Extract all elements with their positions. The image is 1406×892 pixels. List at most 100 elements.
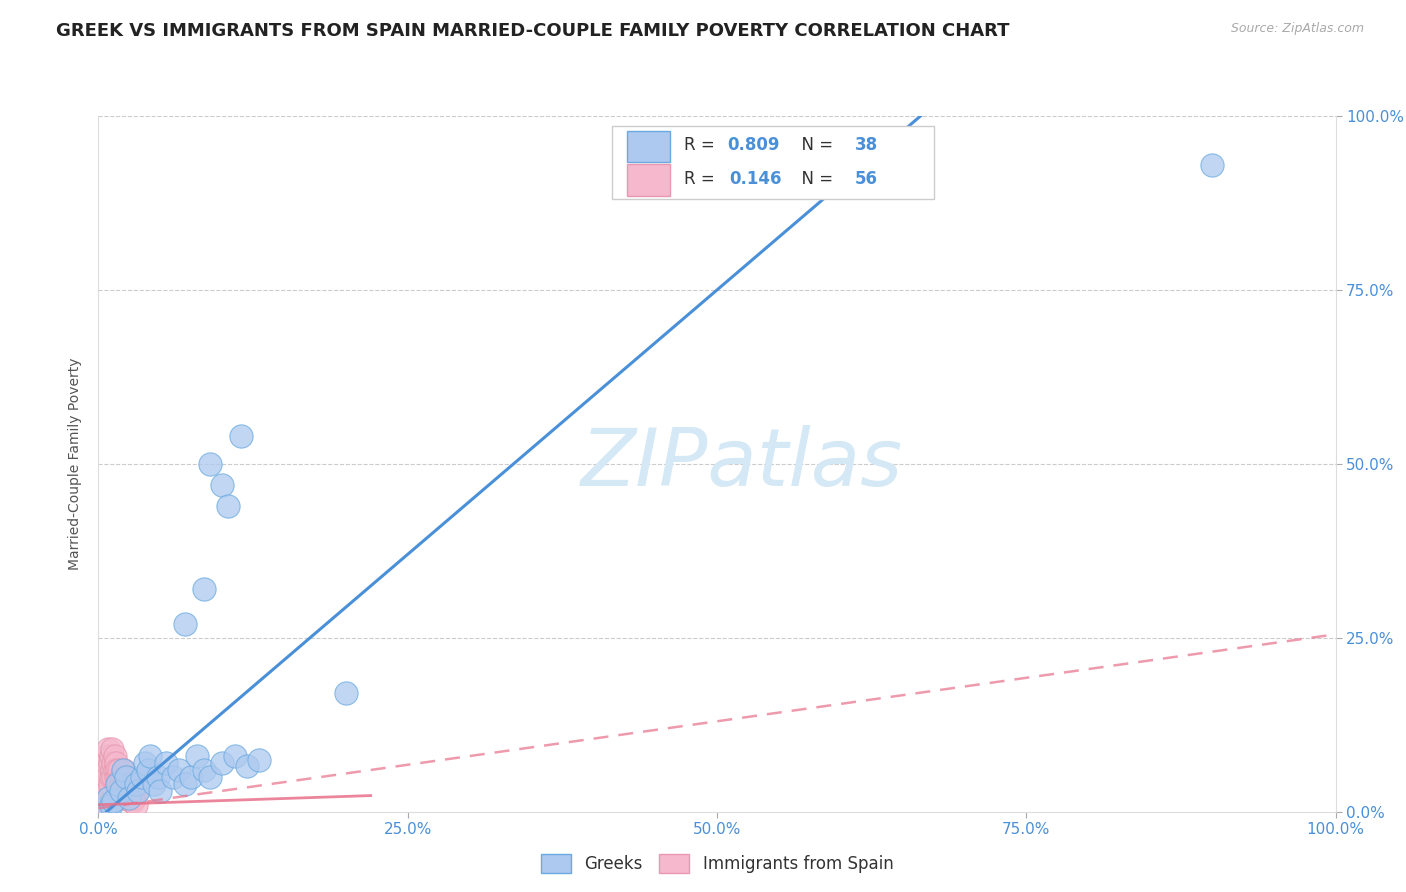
Point: [114, 770, 136, 784]
Point: [117, 770, 139, 784]
Point: [124, 788, 146, 801]
Point: [224, 749, 246, 764]
Text: ZIPatlas: ZIPatlas: [581, 425, 903, 503]
Point: [167, 763, 190, 777]
Point: [107, 770, 129, 784]
Point: [105, 777, 128, 791]
Point: [121, 777, 143, 791]
Point: [100, 749, 122, 764]
Point: [100, 797, 122, 812]
Point: [112, 763, 135, 777]
Point: [118, 777, 141, 791]
Point: [211, 477, 233, 491]
Point: [98, 777, 121, 791]
Point: [111, 777, 134, 791]
Point: [104, 770, 127, 784]
Text: 56: 56: [855, 170, 877, 188]
Point: [217, 499, 239, 513]
Point: [90, 801, 112, 815]
Point: [1201, 158, 1223, 172]
Point: [93, 801, 115, 815]
Point: [112, 777, 135, 791]
Point: [103, 770, 125, 784]
Point: [193, 582, 215, 596]
Point: [149, 784, 172, 798]
Point: [93, 794, 115, 808]
Text: R =: R =: [683, 170, 725, 188]
Point: [103, 756, 125, 770]
Point: [89, 801, 111, 815]
Text: R =: R =: [683, 136, 720, 154]
Point: [97, 784, 120, 798]
Point: [122, 794, 145, 808]
Point: [103, 794, 125, 808]
Point: [96, 756, 118, 770]
Point: [186, 749, 208, 764]
Point: [118, 790, 141, 805]
Point: [110, 784, 132, 798]
Point: [174, 616, 197, 631]
Point: [115, 790, 138, 805]
Point: [98, 756, 121, 770]
Point: [180, 770, 202, 784]
Point: [105, 763, 128, 777]
Point: [103, 763, 125, 777]
Point: [162, 770, 184, 784]
Point: [101, 742, 124, 756]
Point: [134, 756, 156, 770]
Point: [94, 763, 117, 777]
Text: Source: ZipAtlas.com: Source: ZipAtlas.com: [1230, 22, 1364, 36]
Text: 0.146: 0.146: [730, 170, 782, 188]
Point: [236, 759, 259, 773]
Point: [124, 780, 146, 795]
Point: [335, 686, 357, 700]
Point: [136, 763, 159, 777]
Text: 38: 38: [855, 136, 877, 154]
Point: [127, 784, 149, 798]
Point: [97, 790, 120, 805]
Point: [193, 763, 215, 777]
Point: [198, 457, 221, 471]
Point: [100, 770, 122, 784]
Text: 0.809: 0.809: [727, 136, 779, 154]
FancyBboxPatch shape: [612, 127, 934, 200]
Point: [112, 784, 135, 798]
Point: [174, 777, 197, 791]
Point: [114, 784, 136, 798]
Point: [121, 788, 143, 801]
Point: [131, 770, 153, 784]
Point: [115, 777, 138, 791]
Point: [108, 763, 131, 777]
Point: [229, 429, 252, 443]
Point: [114, 770, 136, 784]
Point: [107, 784, 129, 798]
Text: GREEK VS IMMIGRANTS FROM SPAIN MARRIED-COUPLE FAMILY POVERTY CORRELATION CHART: GREEK VS IMMIGRANTS FROM SPAIN MARRIED-C…: [56, 22, 1010, 40]
Point: [122, 784, 145, 798]
Point: [124, 777, 146, 791]
Point: [93, 790, 115, 805]
Legend: Greeks, Immigrants from Spain: Greeks, Immigrants from Spain: [534, 847, 900, 880]
Point: [108, 777, 131, 791]
Point: [110, 784, 132, 798]
Point: [112, 770, 135, 784]
FancyBboxPatch shape: [627, 164, 671, 195]
Point: [124, 790, 146, 805]
Point: [111, 790, 134, 805]
Point: [93, 777, 115, 791]
Point: [146, 770, 169, 784]
Point: [94, 749, 117, 764]
Point: [118, 790, 141, 805]
Point: [110, 770, 132, 784]
Point: [97, 742, 120, 756]
Point: [139, 749, 162, 764]
Point: [211, 756, 233, 770]
Point: [96, 770, 118, 784]
Point: [124, 797, 146, 812]
Point: [101, 763, 124, 777]
FancyBboxPatch shape: [627, 131, 671, 162]
Point: [91, 797, 114, 812]
Point: [105, 777, 128, 791]
Text: N =: N =: [792, 136, 838, 154]
Point: [155, 756, 177, 770]
Point: [120, 794, 142, 808]
